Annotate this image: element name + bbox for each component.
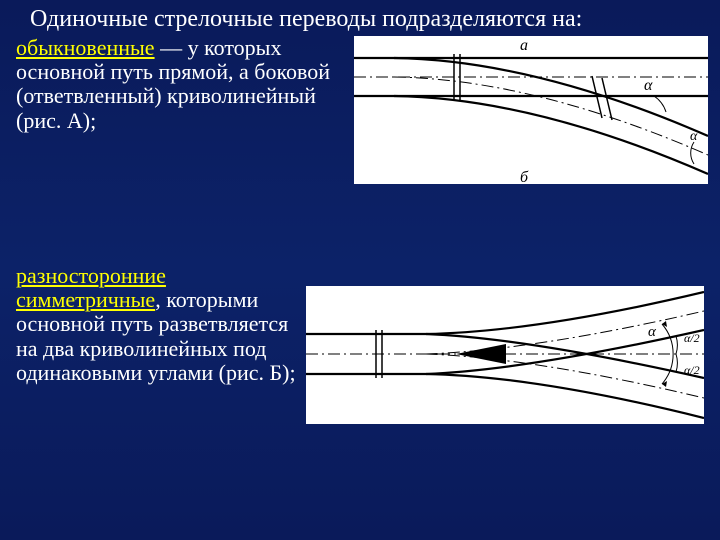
alpha-half-bottom: α/2 (684, 363, 700, 377)
diagram-a: α α а б (354, 36, 708, 184)
slide-heading: Одиночные стрелочные переводы подразделя… (30, 6, 582, 33)
link-symmetric: разносторонние симметричные (16, 263, 166, 312)
link-ordinary: обыкновенные (16, 35, 155, 60)
paragraph-symmetric: разносторонние симметричные, которыми ос… (16, 264, 306, 385)
paragraph-ordinary: обыкновенные — у которых основной путь п… (16, 36, 346, 133)
alpha-label-a2: α (690, 129, 698, 144)
alpha-half-top: α/2 (684, 331, 700, 345)
diagram-a-label-top: а (520, 37, 528, 54)
alpha-label-a: α (644, 77, 653, 94)
diagram-b: α α/2 α/2 (306, 286, 704, 424)
alpha-label-b: α (648, 324, 657, 340)
diagram-a-label-bottom: б (520, 169, 529, 184)
